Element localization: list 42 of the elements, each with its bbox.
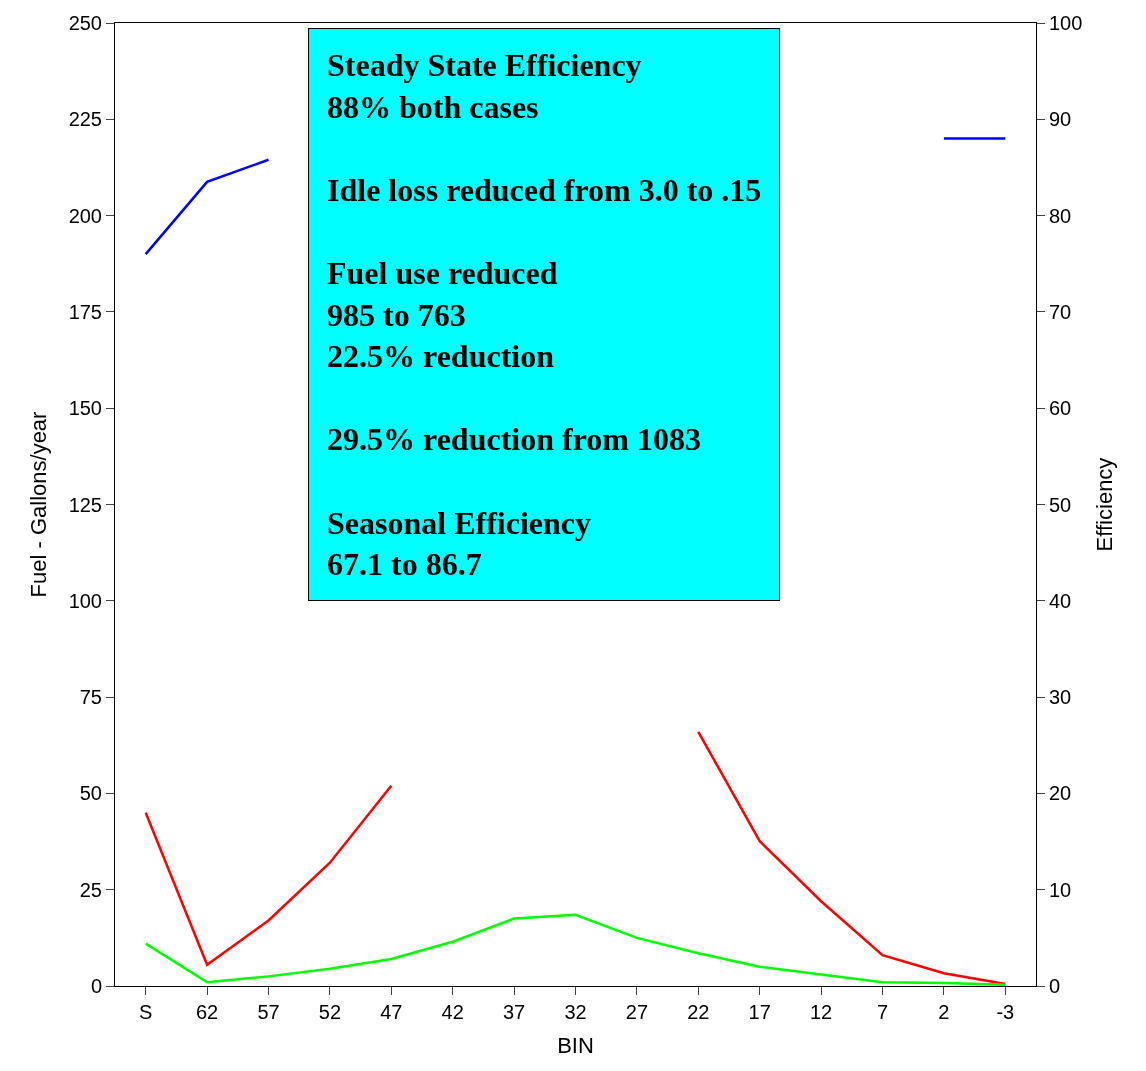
x-axis-title: BIN xyxy=(557,1032,594,1058)
y2-tick-label: 100 xyxy=(1049,12,1083,34)
x-tick-label: 62 xyxy=(195,1001,219,1023)
x-tick-label: 17 xyxy=(748,1001,771,1023)
y-tick-label: 0 xyxy=(90,975,102,997)
y-tick-label: 25 xyxy=(79,878,102,901)
y2-tick-label: 50 xyxy=(1049,493,1072,516)
x-tick-label: 12 xyxy=(809,1001,833,1023)
y-tick-label: 225 xyxy=(68,108,102,131)
y2-tick-label: 20 xyxy=(1049,782,1072,805)
x-tick-label: 57 xyxy=(257,1001,280,1023)
y2-tick-label: 30 xyxy=(1049,686,1072,709)
y2-tick-label: 90 xyxy=(1049,108,1072,131)
x-tick-label: 32 xyxy=(564,1001,587,1023)
y-tick-label: 125 xyxy=(68,493,102,516)
x-tick-label: 47 xyxy=(380,1001,403,1023)
y2-tick-label: 70 xyxy=(1049,300,1072,323)
x-tick-label: 52 xyxy=(318,1001,342,1023)
y-tick-label: 175 xyxy=(68,300,102,323)
y-tick-label: 200 xyxy=(68,204,102,227)
x-tick-label: 42 xyxy=(441,1001,464,1023)
y-tick-label: 150 xyxy=(68,397,102,420)
y-tick-label: 100 xyxy=(68,589,102,612)
x-tick-label: 7 xyxy=(876,1001,889,1023)
y2-tick-label: 40 xyxy=(1049,589,1072,612)
y2-tick-label: 60 xyxy=(1049,397,1072,420)
y2-tick-label: 0 xyxy=(1049,975,1061,997)
y2-tick-label: 10 xyxy=(1049,878,1072,901)
x-tick-label: 27 xyxy=(625,1001,649,1023)
y2-tick-label: 80 xyxy=(1049,204,1072,227)
x-tick-label: S xyxy=(139,1001,153,1023)
x-tick-label: 2 xyxy=(938,1001,950,1023)
y-tick-label: 250 xyxy=(68,12,102,34)
line-series xyxy=(144,913,1007,986)
x-tick-label: 22 xyxy=(687,1001,710,1023)
y-axis-title: Fuel - Gallons/year xyxy=(26,411,52,598)
x-tick-label: -3 xyxy=(996,1001,1015,1023)
y2-axis-title: Efficiency xyxy=(1092,457,1118,552)
text: Steady State Efficiency 88% both cases Idle loss reduced from 3.0 to .15 Fuel use reduced 985 to 763 22.5% reduction 29.5% reduction from 1083 Seasonal Efficiency 67.1 to 86.7 xyxy=(327,47,762,583)
y-tick-label: 50 xyxy=(79,782,102,805)
y-tick-label: 75 xyxy=(79,686,102,709)
x-tick-label: 37 xyxy=(502,1001,526,1023)
